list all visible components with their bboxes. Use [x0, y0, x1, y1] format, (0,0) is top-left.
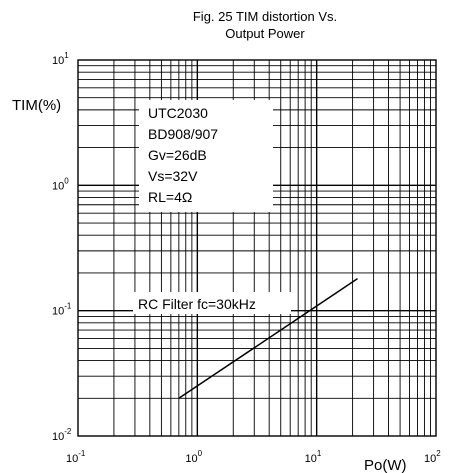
- series-layer: [178, 278, 358, 399]
- condition-line: BD908/907: [148, 126, 218, 142]
- x-tick-label: 100: [185, 449, 202, 465]
- chart-title-line-2: Output Power: [225, 26, 305, 41]
- x-axis-label: Po(W): [364, 457, 407, 473]
- y-axis-label: TIM(%): [12, 97, 61, 114]
- y-tick-label: 100: [52, 176, 69, 192]
- chart-title-line-1: Fig. 25 TIM distortion Vs.: [193, 9, 337, 24]
- condition-line: UTC2030: [148, 105, 208, 121]
- x-tick-label: 101: [305, 449, 322, 465]
- x-tick-label: 102: [424, 449, 441, 465]
- condition-line: RL=4Ω: [148, 189, 192, 205]
- x-tick-label: 10-1: [66, 449, 86, 465]
- y-tick-label: 101: [52, 51, 69, 67]
- series-line: [178, 278, 358, 399]
- x-tick-labels: 10-1 100 101 102: [66, 449, 441, 465]
- conditions-text: UTC2030 BD908/907 Gv=26dB Vs=32V RL=4Ω: [148, 105, 218, 205]
- condition-line: Gv=26dB: [148, 147, 207, 163]
- series-label-box: [133, 292, 291, 314]
- series-label: RC Filter fc=30kHz: [138, 296, 256, 312]
- plot-frame: [77, 59, 437, 437]
- condition-line: Vs=32V: [148, 168, 198, 184]
- y-tick-label: 10-2: [52, 427, 72, 443]
- conditions-box: [139, 100, 273, 212]
- y-tick-label: 10-1: [52, 302, 72, 318]
- y-tick-labels: 101 100 10-1 10-2: [52, 51, 72, 443]
